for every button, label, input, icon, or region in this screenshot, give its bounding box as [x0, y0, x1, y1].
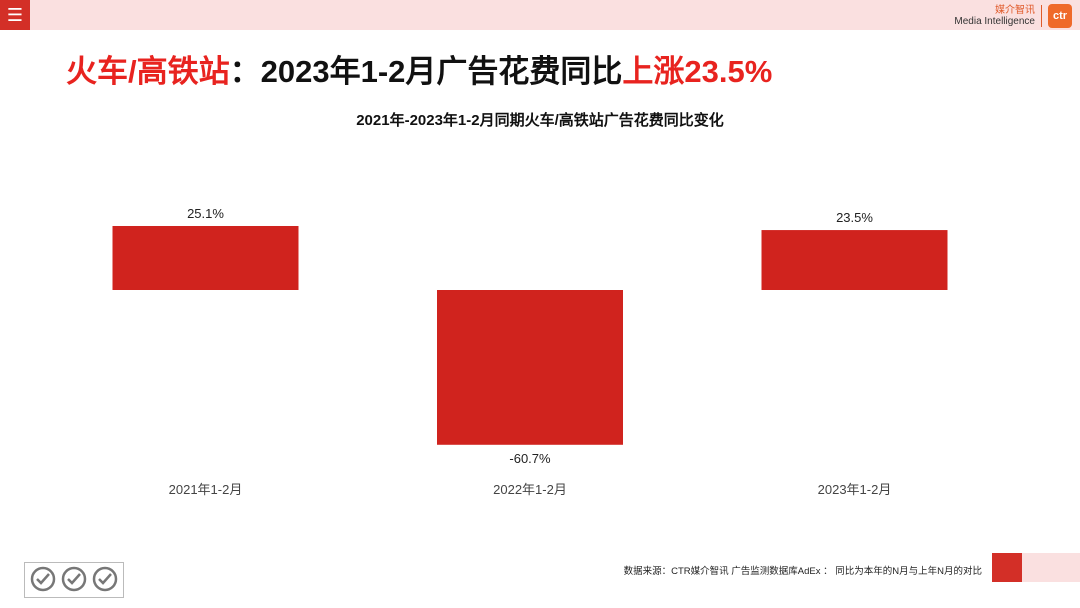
- category-label-1: 2021年1-2月: [169, 482, 243, 497]
- sgs-badge-icon: [61, 566, 87, 592]
- data-label-3: 23.5%: [836, 210, 873, 225]
- ctr-logo: 媒介智讯 Media Intelligence ctr: [954, 4, 1072, 28]
- footer-red-block: [992, 553, 1022, 582]
- page-title: 火车/高铁站：2023年1-2月广告花费同比上涨23.5%: [66, 46, 772, 91]
- data-source-note: 数据来源：CTR媒介智讯 广告监测数据库AdEx ： 同比为本年的N月与上年N月…: [623, 566, 982, 577]
- sgs-badge-icon: [93, 566, 118, 592]
- menu-icon[interactable]: ☰: [0, 0, 30, 30]
- logo-separator: [1041, 5, 1042, 27]
- chart-title: 2021年-2023年1-2月同期火车/高铁站广告花费同比变化: [356, 112, 724, 129]
- data-label-2: -60.7%: [509, 451, 551, 466]
- logo-en-text: Media Intelligence: [954, 16, 1035, 27]
- bar-1: [112, 225, 299, 290]
- title-middle: ：2023年1-2月广告花费同比: [229, 54, 623, 89]
- logo-text: 媒介智讯 Media Intelligence: [954, 5, 1035, 27]
- category-label-2: 2022年1-2月: [493, 482, 567, 497]
- certification-badges: [24, 562, 124, 598]
- bar-2: [437, 290, 623, 445]
- title-location: 火车/高铁站: [66, 54, 230, 89]
- bar-3: [761, 230, 948, 290]
- category-label-3: 2023年1-2月: [818, 482, 892, 497]
- footer-pink-block: [1022, 553, 1080, 582]
- title-highlight: 上涨23.5%: [622, 54, 773, 89]
- data-label-1: 25.1%: [187, 206, 224, 221]
- top-bar: ☰ 媒介智讯 Media Intelligence ctr: [0, 0, 1080, 30]
- logo-cn-text: 媒介智讯: [995, 5, 1035, 16]
- ctr-logo-mark: ctr: [1048, 4, 1072, 28]
- sgs-badge-icon: [30, 566, 55, 592]
